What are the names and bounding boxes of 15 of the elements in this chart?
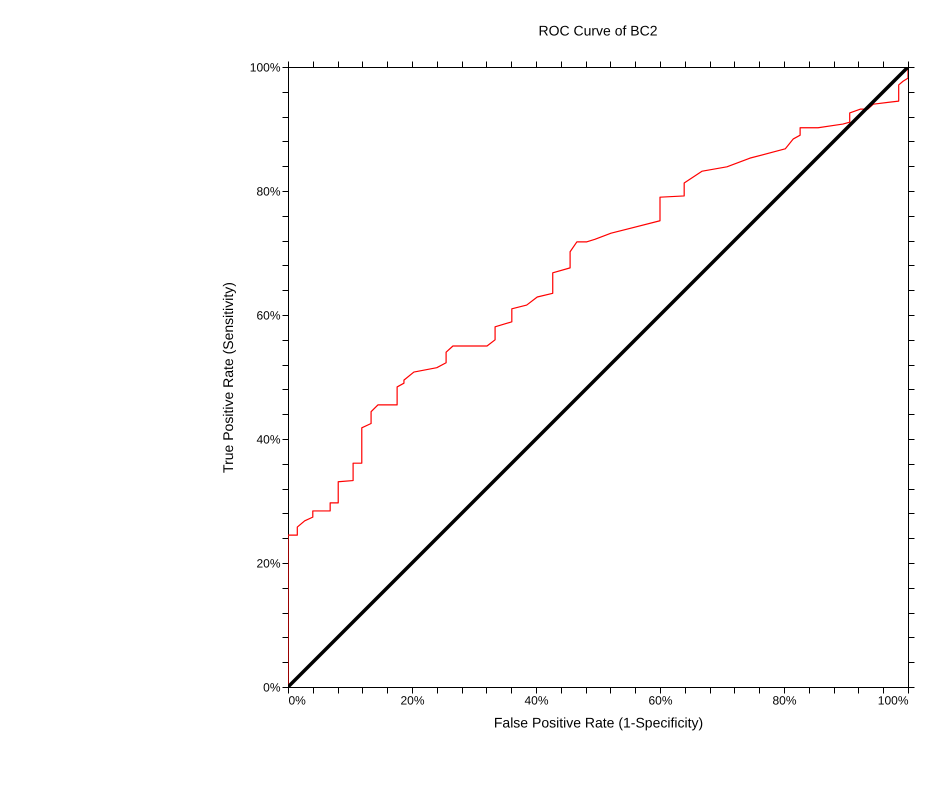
- x-tick-label: 20%: [400, 694, 425, 708]
- x-tick-label: 0%: [288, 694, 306, 708]
- x-tick-label: 80%: [772, 694, 797, 708]
- x-tick-label: 100%: [878, 694, 909, 708]
- x-tick-label: 60%: [648, 694, 673, 708]
- y-axis-title: True Positive Rate (Sensitivity): [220, 282, 236, 473]
- y-tick-label: 80%: [256, 184, 281, 198]
- x-tick-label: 40%: [524, 694, 549, 708]
- y-tick-label: 100%: [250, 60, 281, 74]
- x-axis-title: False Positive Rate (1-Specificity): [494, 714, 704, 730]
- y-tick-label: 60%: [256, 308, 281, 322]
- y-tick-label: 20%: [256, 556, 281, 570]
- chart-title: ROC Curve of BC2: [538, 22, 658, 38]
- y-tick-label: 0%: [263, 680, 281, 694]
- y-tick-label: 40%: [256, 432, 281, 446]
